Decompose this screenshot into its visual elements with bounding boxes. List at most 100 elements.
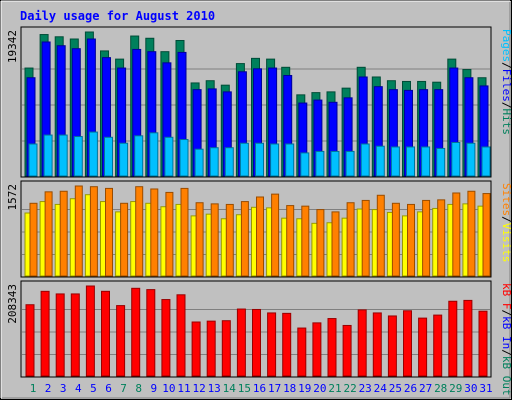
bar-pages-day-7 (119, 142, 129, 177)
bar-kb-f-day-31 (478, 310, 488, 377)
bar-sites-day-19 (301, 205, 310, 277)
day-label-16: 16 (253, 382, 266, 395)
bar-sites-day-25 (391, 202, 400, 277)
day-label-15: 15 (238, 382, 251, 395)
scale-labels: 19342 1572 208343 (6, 30, 19, 324)
legend-item: Visits (500, 223, 512, 263)
bar-sites-day-16 (256, 196, 264, 277)
bar-pages-day-19 (300, 152, 310, 177)
bar-kb-f-day-23 (357, 309, 367, 377)
panel-visits-sites (20, 180, 492, 278)
bar-pages-day-25 (390, 146, 400, 177)
day-label-17: 17 (268, 382, 281, 395)
bar-pages-day-3 (58, 134, 68, 177)
legend-item: / (500, 102, 512, 109)
chart-title: Daily usage for August 2010 (20, 9, 215, 23)
day-label-25: 25 (389, 382, 402, 395)
day-label-18: 18 (283, 382, 296, 395)
bar-kb-f-day-21 (327, 318, 337, 377)
bar-sites-day-27 (422, 199, 431, 277)
day-label-2: 2 (45, 382, 52, 395)
bar-kb-f-day-22 (342, 324, 352, 377)
bar-pages-day-8 (134, 135, 144, 177)
legend-item: Hits (500, 109, 512, 136)
bar-pages-day-14 (224, 147, 234, 177)
bar-pages-day-15 (239, 142, 249, 177)
bar-sites-day-31 (482, 193, 491, 277)
bar-sites-day-6 (105, 187, 113, 277)
bar-sites-day-22 (346, 202, 355, 277)
bar-kb-f-day-6 (101, 290, 110, 377)
panel-kbytes (20, 280, 492, 378)
day-label-24: 24 (374, 382, 388, 395)
bar-sites-day-4 (74, 185, 83, 277)
bar-sites-day-11 (180, 187, 189, 277)
bar-sites-day-24 (376, 194, 385, 277)
bar-sites-day-13 (210, 203, 219, 277)
day-label-9: 9 (150, 382, 157, 395)
bar-kb-f-day-24 (372, 312, 382, 377)
day-label-7: 7 (120, 382, 127, 395)
bar-pages-day-21 (330, 150, 340, 177)
bar-sites-day-2 (44, 191, 53, 277)
bar-kb-f-day-17 (267, 312, 277, 377)
bar-pages-day-30 (466, 142, 476, 177)
bar-kb-f-day-2 (40, 290, 50, 377)
bar-kb-f-day-11 (176, 294, 186, 377)
bar-pages-day-1 (28, 143, 38, 177)
bar-sites-day-15 (240, 201, 249, 277)
bar-pages-day-12 (194, 148, 204, 177)
legend-item: Files (500, 69, 512, 102)
day-label-29: 29 (449, 382, 462, 395)
legend-item: / (500, 62, 512, 69)
bar-pages-day-6 (104, 136, 113, 177)
day-label-28: 28 (434, 382, 447, 395)
day-label-14: 14 (223, 382, 237, 395)
bar-kb-f-day-28 (433, 314, 443, 377)
bar-sites-day-3 (59, 190, 68, 277)
day-label-13: 13 (208, 382, 221, 395)
bar-kb-f-day-30 (463, 299, 473, 377)
bar-sites-day-29 (452, 192, 461, 277)
bar-pages-day-11 (179, 139, 189, 177)
bar-kb-f-day-18 (282, 312, 292, 377)
legend-item: / (500, 310, 512, 317)
bar-sites-day-14 (225, 203, 234, 277)
bar-kb-f-day-10 (161, 299, 171, 377)
bar-pages-day-5 (88, 131, 98, 177)
bar-pages-day-13 (209, 147, 219, 177)
legend-kbytes: kB F/kB In/kB Out (500, 283, 512, 396)
bar-pages-day-28 (436, 147, 446, 177)
bar-pages-day-22 (345, 150, 355, 177)
day-label-12: 12 (192, 382, 205, 395)
day-label-31: 31 (479, 382, 492, 395)
bar-kb-f-day-8 (131, 287, 141, 377)
bar-kb-f-day-3 (55, 293, 65, 377)
bar-kb-f-day-25 (387, 315, 397, 377)
day-label-20: 20 (313, 382, 326, 395)
day-label-22: 22 (343, 382, 356, 395)
day-labels: 1 2 3 4 5 6 7 8 9 10 11 12 13 14 15 16 17 18 19 20 21 22 23 24 2… (30, 382, 493, 395)
panel-hits-files-pages (20, 26, 492, 178)
bar-kb-f-day-12 (191, 321, 201, 377)
day-label-27: 27 (419, 382, 432, 395)
bar-pages-day-24 (375, 145, 385, 177)
bar-kb-f-day-13 (206, 320, 216, 377)
bar-kb-f-day-26 (403, 310, 412, 377)
bar-pages-day-10 (164, 136, 174, 177)
scale-max-label-hits-files-pages: 19342 (6, 30, 19, 63)
bar-sites-day-5 (89, 186, 98, 277)
day-label-19: 19 (298, 382, 311, 395)
chart-panels (20, 26, 492, 378)
day-label-6: 6 (105, 382, 112, 395)
bar-sites-day-10 (165, 191, 174, 277)
bar-kb-f-day-19 (297, 327, 307, 377)
bar-pages-day-31 (481, 146, 491, 177)
bar-pages-day-27 (421, 146, 431, 177)
bar-sites-day-9 (150, 188, 159, 277)
day-label-11: 11 (177, 382, 190, 395)
day-label-5: 5 (90, 382, 97, 395)
bar-kb-f-day-15 (236, 308, 246, 377)
bar-sites-day-18 (286, 205, 295, 277)
